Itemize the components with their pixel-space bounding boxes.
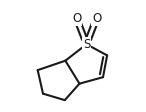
- Text: O: O: [72, 12, 81, 25]
- Text: S: S: [83, 38, 90, 51]
- Text: O: O: [92, 12, 101, 25]
